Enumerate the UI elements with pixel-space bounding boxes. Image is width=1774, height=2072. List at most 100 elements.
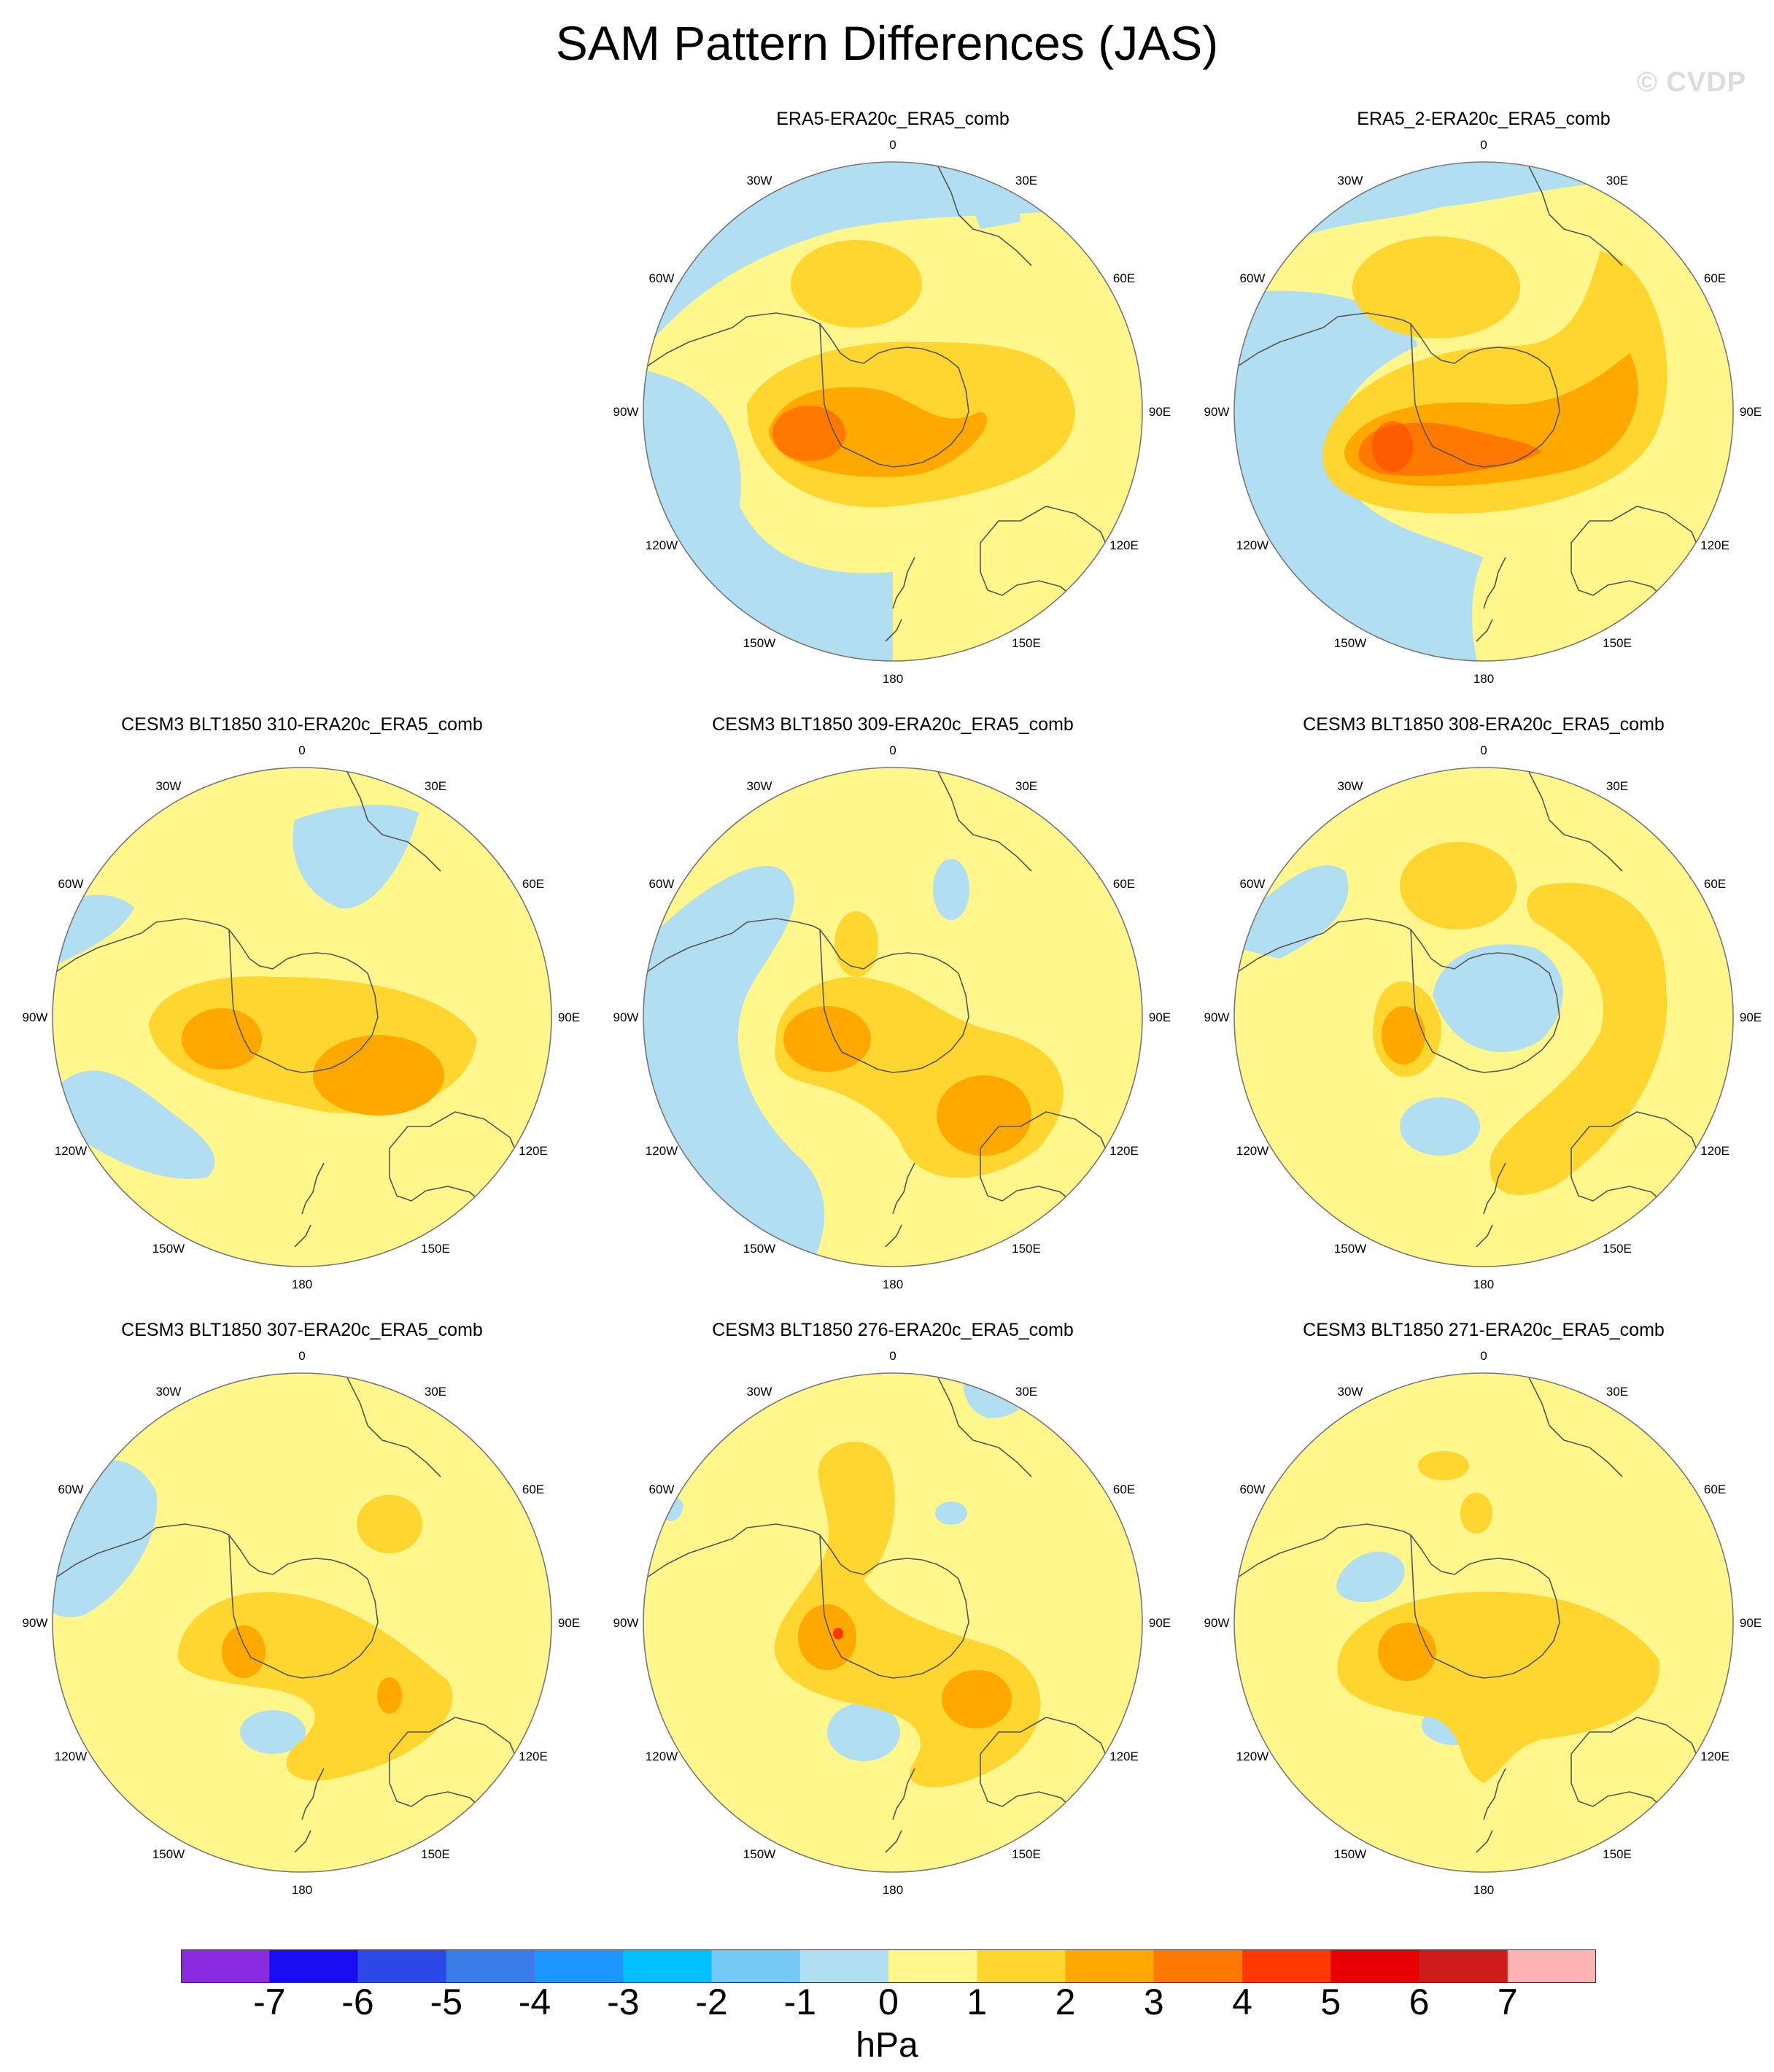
longitude-label: 60W <box>649 271 675 285</box>
colorbar-swatch <box>799 1949 889 1983</box>
longitude-label: 30E <box>1015 174 1037 188</box>
map-panel-cesm3-307: 0 30E 60E 90E 120E 150E 180 150W 120W 90W 60W 30W <box>23 1349 581 1897</box>
longitude-label: 150W <box>743 1847 775 1861</box>
longitude-label: 90W <box>1204 1616 1230 1630</box>
map-panel-cesm3-310: 0 30E 60E 90E 120E 150E 180 150W 120W 90W 60W 30W <box>23 743 581 1291</box>
colorbar-tick-label: 4 <box>1232 1982 1252 2022</box>
panel-title-cesm3-310: CESM3 BLT1850 310-ERA20c_ERA5_comb <box>121 714 483 735</box>
panel-title-era5: ERA5-ERA20c_ERA5_comb <box>776 109 1010 129</box>
colorbar-tick-label: 5 <box>1320 1982 1341 2022</box>
map-panel-cesm3-308: 0 30E 60E 90E 120E 150E 180 150W 120W 90W 60W 30W <box>1204 743 1762 1291</box>
colorbar-swatch <box>181 1949 270 1983</box>
longitude-label: 30E <box>1015 779 1037 793</box>
map-panel-era5: 0 30E 60E 90E 120E 150E 180 150W 120W 90W 60W 30W <box>613 138 1171 686</box>
longitude-label: 120W <box>1236 1750 1268 1763</box>
longitude-label: 90W <box>613 1616 639 1630</box>
colorbar-swatch <box>269 1949 358 1983</box>
longitude-label: 90W <box>23 1010 48 1024</box>
cvdp-watermark: © CVDP <box>1636 67 1746 98</box>
longitude-label: 60E <box>522 877 544 891</box>
longitude-label: 90E <box>1149 1010 1171 1024</box>
longitude-label: 30W <box>747 779 772 793</box>
longitude-label: 120W <box>1236 538 1268 552</box>
panel-title-era5-2: ERA5_2-ERA20c_ERA5_comb <box>1357 109 1611 129</box>
longitude-label: 180 <box>292 1883 312 1897</box>
longitude-label: 120W <box>646 1144 678 1158</box>
longitude-label: 90W <box>613 1010 639 1024</box>
colorbar-swatch <box>623 1949 712 1983</box>
longitude-label: 120E <box>1109 538 1139 552</box>
longitude-label: 0 <box>889 743 896 757</box>
longitude-label: 150E <box>421 1847 450 1861</box>
colorbar-tick-label: -3 <box>607 1982 640 2022</box>
longitude-label: 30W <box>1338 1385 1363 1399</box>
longitude-label: 120E <box>1700 538 1730 552</box>
colorbar-tick-label: 1 <box>967 1982 988 2022</box>
panel-title-cesm3-271: CESM3 BLT1850 271-ERA20c_ERA5_comb <box>1303 1320 1665 1340</box>
longitude-label: 180 <box>883 672 903 686</box>
longitude-label: 60W <box>1240 271 1266 285</box>
longitude-label: 150E <box>1603 636 1632 650</box>
longitude-label: 150E <box>1012 1847 1041 1861</box>
colorbar-tick-label: -6 <box>341 1982 374 2022</box>
longitude-label: 150E <box>1603 1242 1632 1256</box>
colorbar <box>181 1949 1596 1983</box>
longitude-label: 90E <box>558 1010 580 1024</box>
colorbar-swatch <box>446 1949 535 1983</box>
colorbar-units: hPa <box>856 2026 918 2065</box>
colorbar-tick-label: 0 <box>878 1982 899 2022</box>
map-panel-cesm3-309: 0 30E 60E 90E 120E 150E 180 150W 120W 90W 60W 30W <box>613 743 1171 1291</box>
colorbar-swatch <box>1065 1949 1155 1983</box>
longitude-label: 150E <box>1012 1242 1041 1256</box>
longitude-label: 90E <box>1740 1010 1762 1024</box>
longitude-label: 150E <box>1012 636 1041 650</box>
longitude-label: 150E <box>421 1242 450 1256</box>
longitude-label: 90E <box>558 1616 580 1630</box>
longitude-label: 120W <box>1236 1144 1268 1158</box>
longitude-label: 60W <box>58 877 84 891</box>
colorbar-swatch <box>535 1949 624 1983</box>
colorbar-swatch <box>888 1949 977 1983</box>
longitude-label: 60W <box>649 877 675 891</box>
longitude-label: 180 <box>1473 672 1494 686</box>
longitude-label: 150W <box>1334 636 1366 650</box>
colorbar-tick-label: 2 <box>1055 1982 1076 2022</box>
longitude-label: 150W <box>152 1847 185 1861</box>
longitude-label: 150W <box>1334 1242 1366 1256</box>
longitude-label: 0 <box>889 138 896 152</box>
longitude-label: 60E <box>522 1483 544 1496</box>
longitude-label: 150E <box>1603 1847 1632 1861</box>
longitude-label: 30W <box>747 174 772 188</box>
longitude-label: 120E <box>1109 1750 1139 1763</box>
longitude-label: 0 <box>1480 138 1487 152</box>
longitude-label: 180 <box>1473 1883 1494 1897</box>
longitude-label: 30E <box>1606 174 1628 188</box>
longitude-label: 150W <box>743 1242 775 1256</box>
longitude-label: 30W <box>156 779 182 793</box>
longitude-label: 30E <box>425 1385 446 1399</box>
map-panel-cesm3-276: 0 30E 60E 90E 120E 150E 180 150W 120W 90W 60W 30W <box>613 1349 1171 1897</box>
longitude-label: 90E <box>1740 405 1762 419</box>
longitude-label: 0 <box>1480 743 1487 757</box>
colorbar-swatch <box>1242 1949 1331 1983</box>
longitude-label: 180 <box>292 1277 312 1291</box>
longitude-label: 60W <box>649 1483 675 1496</box>
longitude-label: 30E <box>1606 1385 1628 1399</box>
colorbar-tick-label: -2 <box>695 1982 728 2022</box>
figure-title: SAM Pattern Differences (JAS) <box>555 16 1219 70</box>
colorbar-tick-label: -1 <box>783 1982 817 2022</box>
longitude-label: 60W <box>1240 1483 1266 1496</box>
longitude-label: 90E <box>1149 1616 1171 1630</box>
longitude-label: 0 <box>889 1349 896 1363</box>
longitude-label: 120W <box>646 538 678 552</box>
longitude-label: 60E <box>1704 877 1726 891</box>
colorbar-swatch <box>1419 1949 1508 1983</box>
longitude-label: 0 <box>1480 1349 1487 1363</box>
colorbar-swatch <box>1507 1949 1596 1983</box>
longitude-label: 120W <box>646 1750 678 1763</box>
longitude-label: 120E <box>519 1144 548 1158</box>
longitude-label: 150W <box>743 636 775 650</box>
colorbar-swatch <box>711 1949 801 1983</box>
longitude-label: 30W <box>1338 779 1363 793</box>
longitude-label: 0 <box>298 743 305 757</box>
